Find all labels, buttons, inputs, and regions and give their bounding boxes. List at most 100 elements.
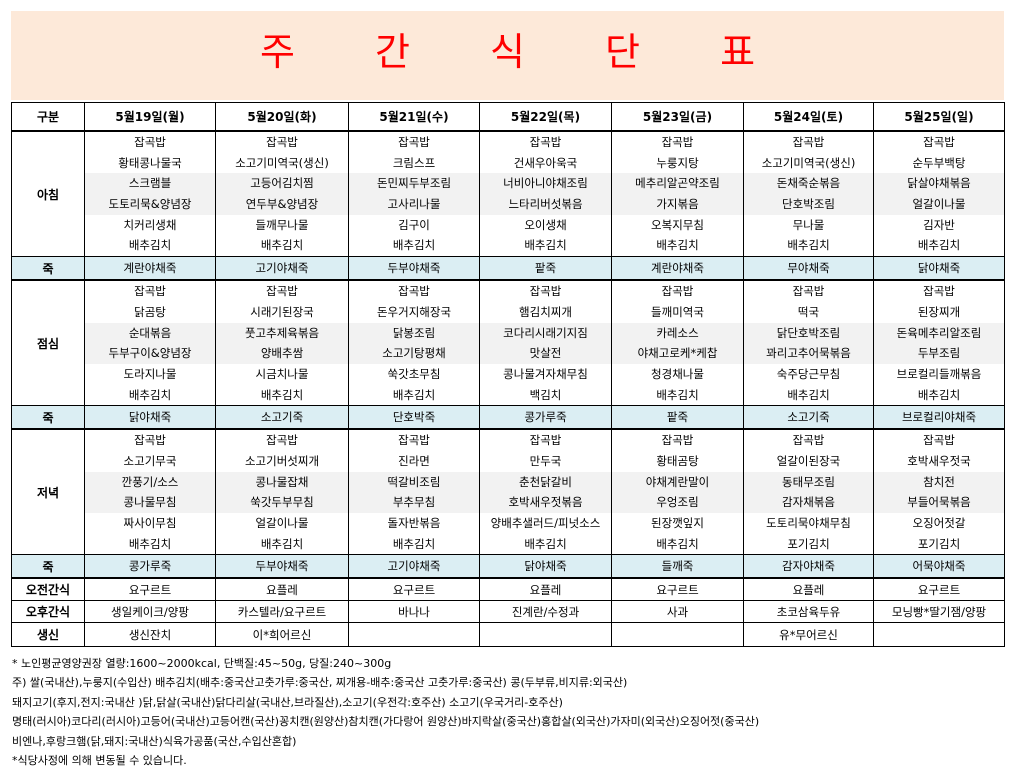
- menu-item: 메추리알곤약조림: [612, 173, 743, 195]
- menu-item: 잡곡밥: [398, 135, 430, 149]
- menu-item: 풋고추제육볶음: [216, 322, 348, 344]
- morning-snack-cell: 요구르트: [348, 577, 480, 602]
- porridge-cell: 두부야채죽: [215, 554, 349, 580]
- menu-item: 된장깻잎지: [651, 516, 704, 530]
- breakfast-cell: 잡곡밥 소고기미역국(생신) 고등어김치찜 연두부&양념장 들깨무나물 배추김치: [215, 130, 349, 258]
- note-line: 명태(러시아)코다리(러시아)고등어(국내산)고등어캔(국산)꽁치캔(원양산)참…: [12, 715, 760, 729]
- porridge-row: 죽 콩가루죽 두부야채죽 고기야채죽 닭야채죽 들깨죽 감자야채죽 어묵야채죽: [11, 554, 1005, 580]
- menu-item: 진라면: [398, 453, 430, 468]
- morning-snack-row: 오전간식 요구르트 요플레 요구르트 요플레 요구르트 요플레 요구르트: [11, 577, 1005, 602]
- menu-item: 부추무침: [349, 492, 479, 513]
- menu-item: 잡곡밥: [134, 135, 166, 149]
- menu-item: 콩나물잡채: [216, 471, 348, 493]
- menu-item: 두부구이&양념장: [85, 343, 215, 364]
- note-line: 돼지고기(후지,전지:국내산 )닭,닭살(국내산)닭다리살(국내산,브라질산),…: [12, 695, 563, 709]
- menu-item: 콩나물겨자채무침: [503, 366, 588, 381]
- menu-item: 배추김치: [917, 238, 961, 253]
- menu-item: 도토리묵&양념장: [85, 194, 215, 215]
- header-day: 5월21일(수): [348, 102, 480, 132]
- porridge-cell: 어묵야채죽: [873, 554, 1005, 580]
- menu-item: 만두국: [529, 453, 562, 468]
- menu-item: 배추김치: [656, 387, 699, 402]
- menu-item: 오복지무침: [651, 217, 704, 232]
- menu-item: 배추김치: [392, 387, 436, 402]
- porridge-label: 죽: [11, 405, 85, 431]
- porridge-cell: 두부야채죽: [348, 256, 480, 282]
- menu-item: 포기김치: [917, 536, 961, 551]
- birthday-row: 생신 생신잔치 이*희어르신 유*무어르신: [11, 622, 1005, 648]
- birthday-cell: 이*희어르신: [215, 622, 349, 648]
- menu-item: 맛살전: [480, 343, 611, 364]
- breakfast-row: 아침 잡곡밥 황태콩나물국 스크램블 도토리묵&양념장 치커리생채 배추김치 잡곡밥 소고기미역…: [11, 130, 1005, 258]
- porridge-cell: 무야채죽: [743, 256, 874, 282]
- menu-item: 들깨무나물: [255, 217, 309, 232]
- menu-item: 감자채볶음: [744, 492, 873, 513]
- menu-item: 배추김치: [392, 238, 436, 253]
- menu-item: 양배추샐러드/피넛소스: [490, 516, 601, 530]
- menu-item: 오징어젓갈: [912, 516, 966, 530]
- menu-item: 배추김치: [128, 238, 172, 253]
- afternoon-snack-cell: 초코삼육두유: [743, 600, 874, 624]
- menu-item: 배추김치: [260, 387, 304, 402]
- lunch-cell: 잡곡밥 닭곰탕 순대볶음 두부구이&양념장 도라지나물 배추김치: [84, 279, 216, 407]
- menu-item: 얼갈이나물: [255, 516, 309, 530]
- menu-item: 잡곡밥: [661, 135, 694, 149]
- porridge-cell: 닭야채죽: [84, 405, 216, 431]
- menu-item: 배추김치: [128, 387, 172, 402]
- lunch-cell: 잡곡밥 시래기된장국 풋고추제육볶음 양배추쌈 시금치나물 배추김치: [215, 279, 349, 407]
- afternoon-snack-label: 오후간식: [11, 600, 85, 624]
- menu-item: 단호박조림: [744, 194, 873, 215]
- menu-item: 잡곡밥: [266, 433, 298, 448]
- menu-item: 잡곡밥: [398, 284, 430, 299]
- menu-item: 소고기무국: [123, 453, 177, 468]
- menu-item: 돈우거지해장국: [376, 304, 452, 319]
- menu-item: 동태무조림: [744, 471, 873, 493]
- menu-item: 도토리묵야채무침: [766, 516, 851, 530]
- header-day: 5월23일(금): [611, 102, 744, 132]
- porridge-cell: 팥죽: [479, 256, 612, 282]
- menu-item: 브로컬리들깨볶음: [896, 366, 982, 381]
- porridge-row: 죽 계란야채죽 고기야채죽 두부야채죽 팥죽 계란야채죽 무야채죽 닭야채죽: [11, 256, 1005, 282]
- lunch-label: 점심: [11, 279, 85, 407]
- menu-item: 누룽지탕: [656, 155, 699, 170]
- porridge-cell: 고기야채죽: [348, 554, 480, 580]
- menu-item: 배추김치: [787, 387, 830, 402]
- afternoon-snack-row: 오후간식 생일케이크/양팡 카스텔라/요구르트 바나나 진계란/수정과 사과 초코삼육두유 모…: [11, 600, 1005, 624]
- menu-item: 쑥갓두부무침: [216, 492, 348, 513]
- menu-item: 양배추쌈: [216, 343, 348, 364]
- menu-item: 닭봉조림: [349, 322, 479, 344]
- menu-item: 고사리나물: [349, 194, 479, 215]
- menu-item: 스크램블: [85, 173, 215, 195]
- menu-item: 깐풍기/소스: [85, 471, 215, 493]
- menu-item: 우엉조림: [612, 492, 743, 513]
- breakfast-cell: 잡곡밥 소고기미역국(생신) 돈채죽순볶음 단호박조림 무나물 배추김치: [743, 130, 874, 258]
- menu-item: 가지볶음: [612, 194, 743, 215]
- menu-item: 잡곡밥: [923, 135, 955, 149]
- menu-item: 춘천닭갈비: [480, 471, 611, 493]
- porridge-label: 죽: [11, 554, 85, 580]
- porridge-cell: 브로컬리야채죽: [873, 405, 1005, 431]
- dinner-cell: 잡곡밥 황태곰탕 야채계란말이 우엉조림 된장깻잎지 배추김치: [611, 428, 744, 556]
- morning-snack-cell: 요플레: [479, 577, 612, 602]
- menu-item: 잡곡밥: [529, 135, 562, 149]
- header-day: 5월24일(토): [743, 102, 874, 132]
- morning-snack-cell: 요플레: [215, 577, 349, 602]
- morning-snack-cell: 요플레: [743, 577, 874, 602]
- birthday-cell: [479, 622, 612, 648]
- menu-item: 김구이: [398, 217, 430, 232]
- porridge-cell: 고기야채죽: [215, 256, 349, 282]
- afternoon-snack-cell: 진계란/수정과: [479, 600, 612, 624]
- lunch-cell: 잡곡밥 돈우거지해장국 닭봉조림 소고기탕평채 쑥갓초무침 배추김치: [348, 279, 480, 407]
- header-day: 5월19일(월): [84, 102, 216, 132]
- menu-item: 시래기된장국: [250, 304, 314, 319]
- menu-item: 잡곡밥: [529, 433, 562, 448]
- porridge-cell: 팥죽: [611, 405, 744, 431]
- menu-item: 도라지나물: [123, 366, 177, 381]
- menu-item: 포기김치: [787, 536, 830, 551]
- birthday-cell: [348, 622, 480, 648]
- morning-snack-cell: 요구르트: [84, 577, 216, 602]
- menu-item: 돈채죽순볶음: [744, 173, 873, 195]
- menu-item: 짜사이무침: [123, 516, 177, 530]
- menu-item: 부들어묵볶음: [874, 492, 1004, 513]
- menu-item: 닭살야채볶음: [874, 173, 1004, 195]
